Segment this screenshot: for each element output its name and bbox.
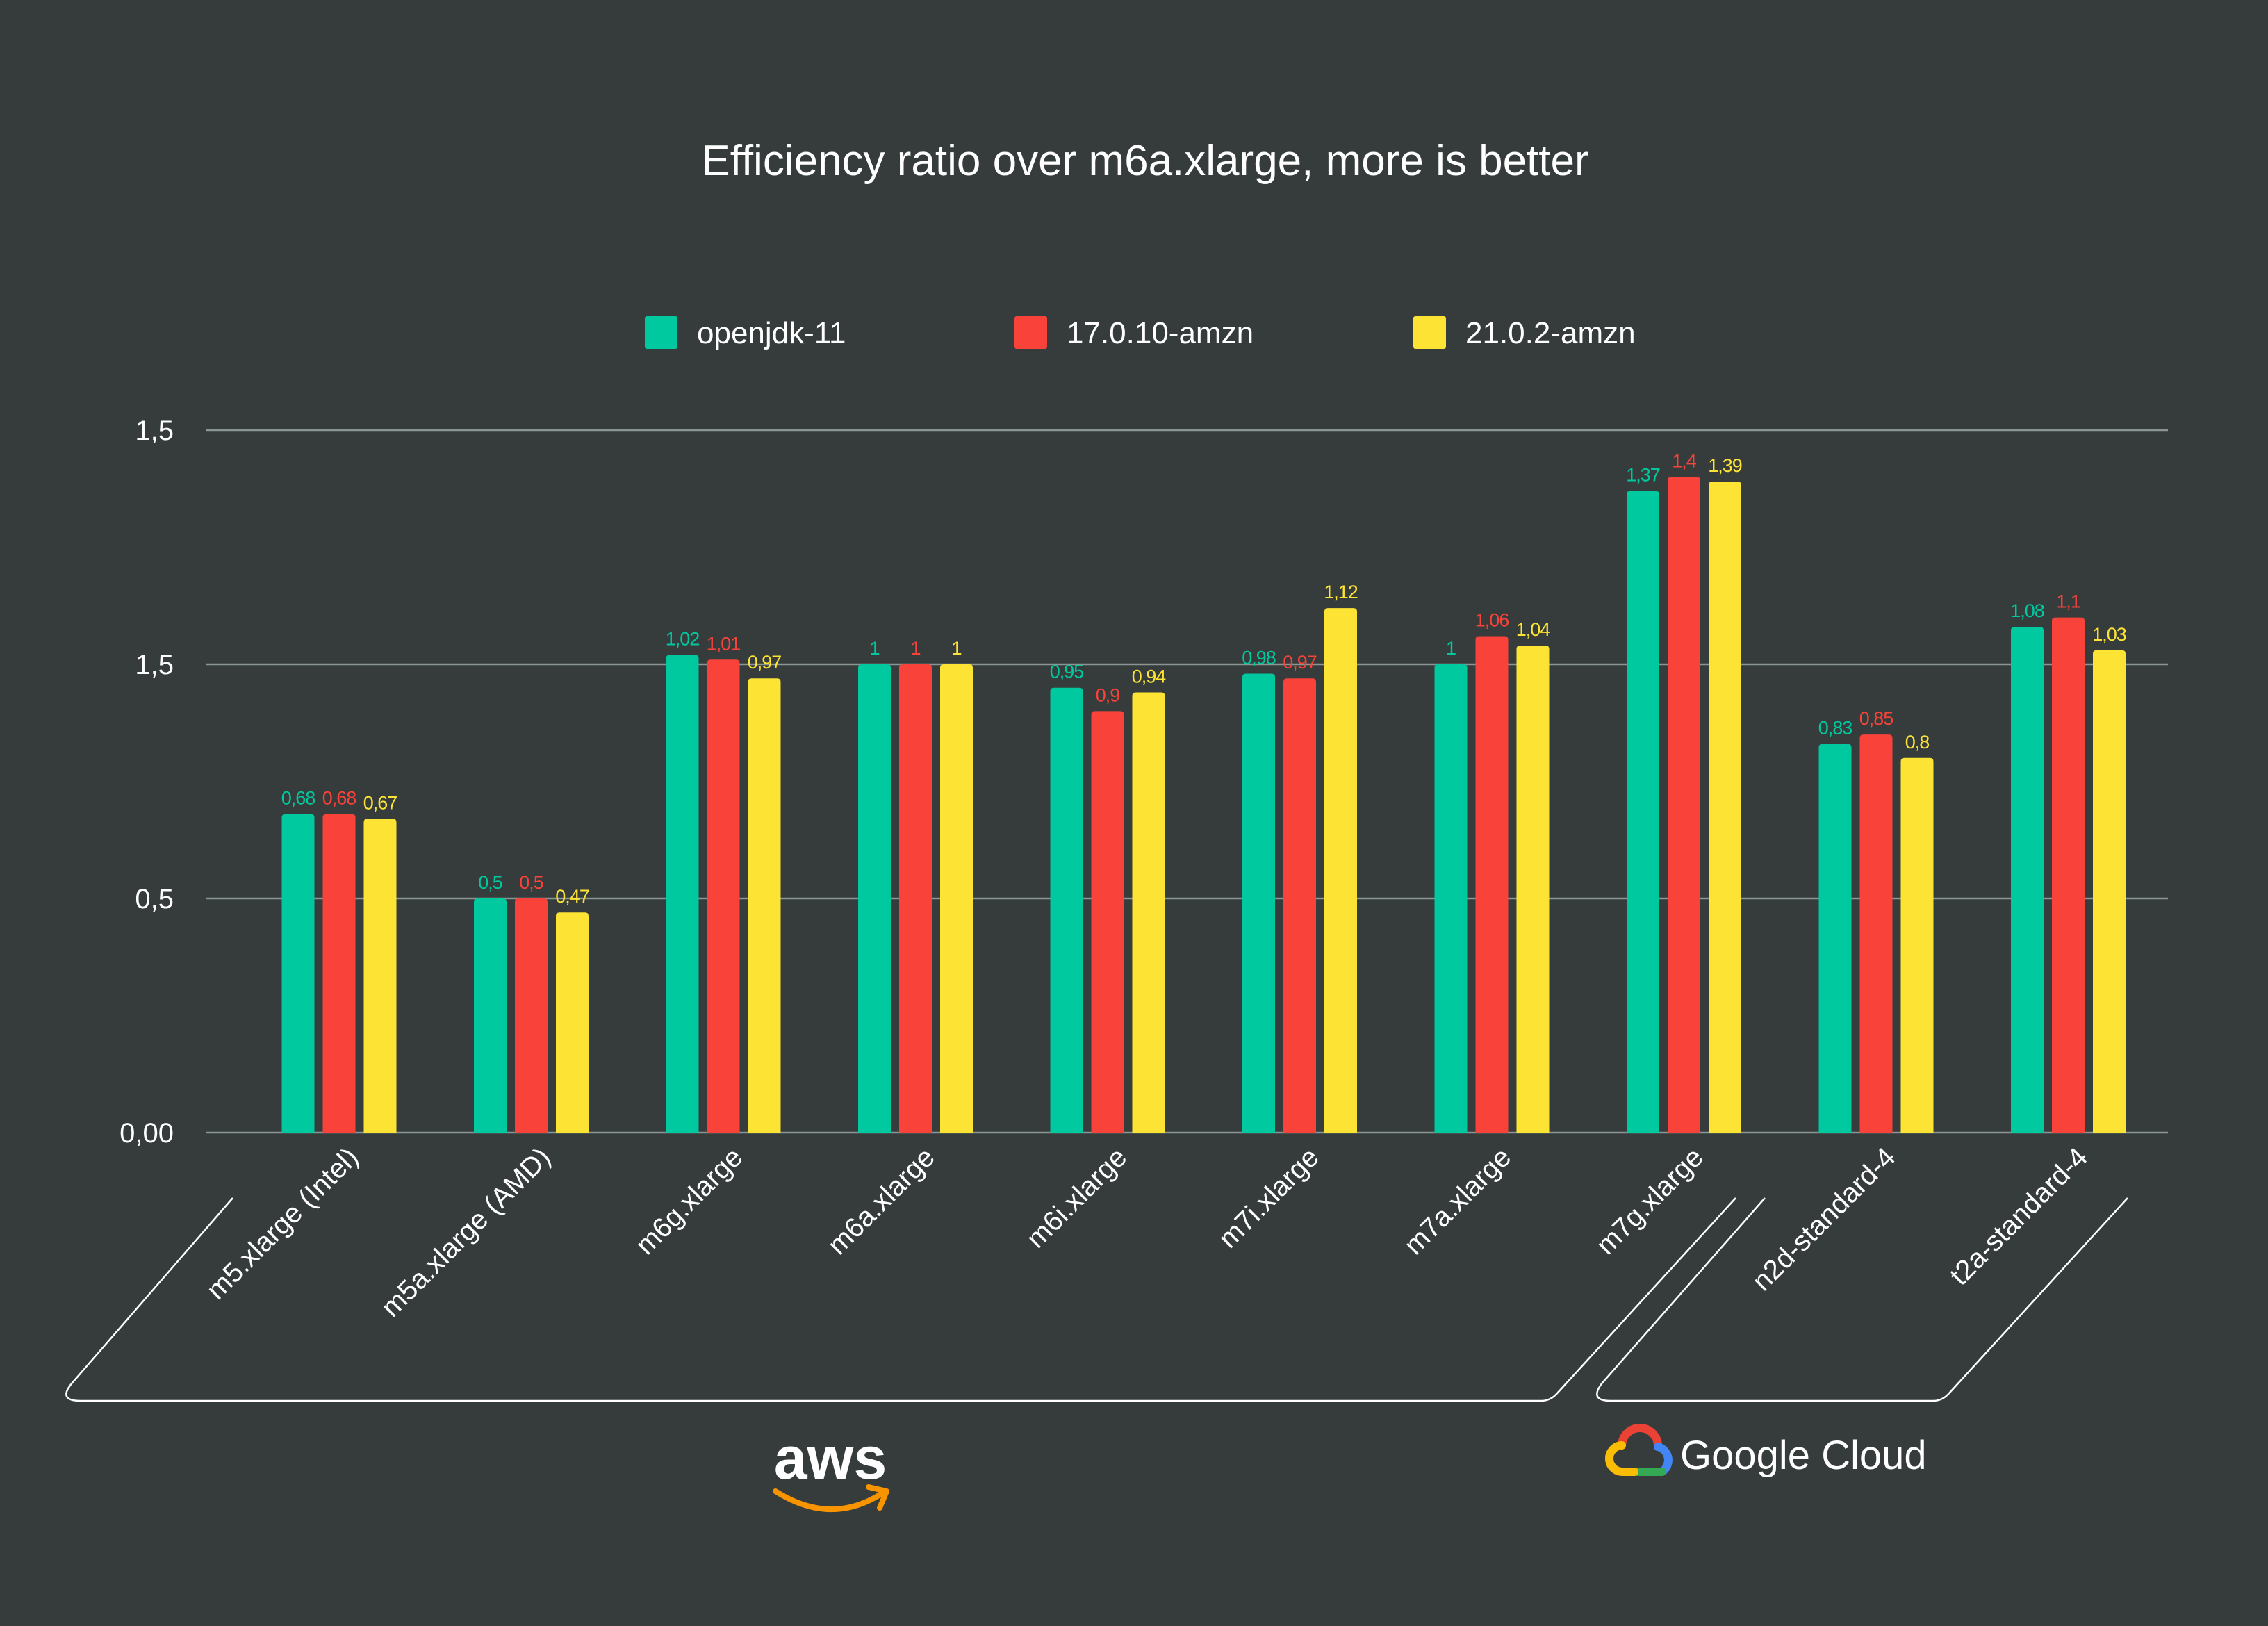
y-tick-label: 0,00 xyxy=(120,1118,174,1149)
bar-2 xyxy=(1668,477,1700,1133)
data-label: 1,01 xyxy=(707,633,741,654)
data-label: 0,97 xyxy=(748,652,782,673)
legend-label: 17.0.10-amzn xyxy=(1067,316,1254,350)
data-label: 1,04 xyxy=(1516,619,1551,640)
data-label: 0,5 xyxy=(519,872,543,893)
data-label: 1,02 xyxy=(666,629,700,650)
bar-2 xyxy=(1859,734,1893,1133)
bar-3 xyxy=(1709,482,1741,1133)
google-cloud-logo: Google Cloud xyxy=(1604,1424,1927,1478)
data-label: 0,95 xyxy=(1050,662,1084,682)
x-axis-label: m7a.xlarge xyxy=(1398,1142,1517,1260)
bar-3 xyxy=(748,678,781,1133)
legend-label: openjdk-11 xyxy=(697,316,846,350)
bar-1 xyxy=(2011,627,2044,1133)
aws-logo: aws xyxy=(773,1425,889,1512)
data-label: 0,94 xyxy=(1132,666,1167,687)
bar-3 xyxy=(1900,757,1934,1133)
data-label: 1,1 xyxy=(2056,591,2080,612)
legend-swatch xyxy=(1014,316,1047,349)
data-label: 0,85 xyxy=(1859,708,1893,729)
bar-2 xyxy=(2052,617,2085,1133)
bar-1 xyxy=(1818,744,1852,1133)
x-axis-label: m6i.xlarge xyxy=(1021,1142,1133,1254)
x-axis-label: m6g.xlarge xyxy=(630,1142,748,1260)
legend-swatch xyxy=(1413,316,1446,349)
data-label: 0,47 xyxy=(555,886,589,907)
bar-1 xyxy=(1050,687,1083,1133)
data-label: 0,5 xyxy=(478,872,502,893)
data-label: 1,39 xyxy=(1708,455,1742,476)
aws-arrow-head-icon xyxy=(866,1484,889,1511)
bar-2 xyxy=(1475,636,1509,1133)
aws-group-bracket xyxy=(65,1197,1736,1402)
data-label: 0,9 xyxy=(1096,684,1120,705)
data-label: 0,67 xyxy=(363,792,397,813)
x-axis-labels: m5.xlarge (Intel) m5a.xlarge (AMD) m6g.xla… xyxy=(201,1142,2094,1323)
bar-3 xyxy=(556,912,589,1133)
x-axis-label: m5.xlarge (Intel) xyxy=(201,1142,364,1305)
chart-title: Efficiency ratio over m6a.xlarge, more i… xyxy=(701,137,1588,185)
legend-label: 21.0.2-amzn xyxy=(1465,316,1636,350)
bar-3 xyxy=(2093,650,2126,1133)
y-axis-ticks: 0,00 0,5 1,5 1,5 xyxy=(120,416,174,1149)
y-tick-label: 1,5 xyxy=(135,650,174,680)
google-cloud-icon xyxy=(1604,1424,1673,1476)
data-label: 0,83 xyxy=(1818,718,1852,739)
data-label: 1 xyxy=(869,638,879,659)
x-axis-label: m5a.xlarge (AMD) xyxy=(375,1142,557,1323)
data-label: 1,4 xyxy=(1672,450,1697,471)
data-label: 1,08 xyxy=(2010,600,2044,621)
data-label: 1,03 xyxy=(2092,624,2126,645)
bar-1 xyxy=(858,664,891,1133)
bar-1 xyxy=(474,898,507,1133)
data-label: 0,68 xyxy=(322,788,356,809)
aws-smile-arrow-icon xyxy=(773,1488,884,1512)
bar-2 xyxy=(1091,711,1124,1133)
bar-1 xyxy=(666,655,699,1133)
x-axis-label: m7i.xlarge xyxy=(1213,1142,1325,1254)
legend: openjdk-11 17.0.10-amzn 21.0.2-amzn xyxy=(645,316,1636,350)
bar-2 xyxy=(707,659,740,1133)
data-labels: 0,68 0,68 0,67 0,5 0,5 0,47 1,02 1,01 0,97 1 1 1 0,9… xyxy=(281,450,2127,907)
bar-2 xyxy=(899,664,932,1133)
bar-2 xyxy=(322,814,356,1133)
bar-1 xyxy=(281,814,315,1133)
bar-3 xyxy=(363,819,397,1133)
data-label: 1,12 xyxy=(1324,582,1358,602)
bar-1 xyxy=(1242,673,1275,1133)
data-label: 0,68 xyxy=(281,788,315,809)
bars xyxy=(281,477,2126,1133)
bar-2 xyxy=(515,898,548,1133)
data-label: 0,97 xyxy=(1283,652,1317,673)
data-label: 1,06 xyxy=(1475,610,1509,631)
bar-3 xyxy=(940,664,973,1133)
data-label: 1 xyxy=(951,638,961,659)
x-axis-label: n2d-standard-4 xyxy=(1746,1142,1901,1297)
data-label: 0,98 xyxy=(1242,647,1276,668)
google-cloud-group-bracket xyxy=(1596,1197,2128,1402)
x-axis-label: t2a-standard-4 xyxy=(1944,1142,2094,1291)
legend-swatch xyxy=(645,316,677,349)
y-tick-label: 1,5 xyxy=(135,416,174,446)
bar-3 xyxy=(1132,692,1165,1133)
x-axis-label: m6a.xlarge xyxy=(822,1142,941,1260)
data-label: 0,8 xyxy=(1905,732,1930,753)
y-tick-label: 0,5 xyxy=(135,884,174,914)
bar-3 xyxy=(1324,608,1357,1133)
x-axis-label: m7g.xlarge xyxy=(1591,1142,1709,1260)
bar-1 xyxy=(1627,491,1659,1133)
data-label: 1 xyxy=(1446,638,1456,659)
bar-2 xyxy=(1283,678,1316,1133)
aws-logo-text: aws xyxy=(774,1425,887,1492)
data-label: 1 xyxy=(910,638,920,659)
bar-1 xyxy=(1434,664,1468,1133)
google-cloud-logo-text: Google Cloud xyxy=(1680,1433,1927,1478)
data-label: 1,37 xyxy=(1626,465,1660,486)
bar-3 xyxy=(1516,646,1550,1133)
